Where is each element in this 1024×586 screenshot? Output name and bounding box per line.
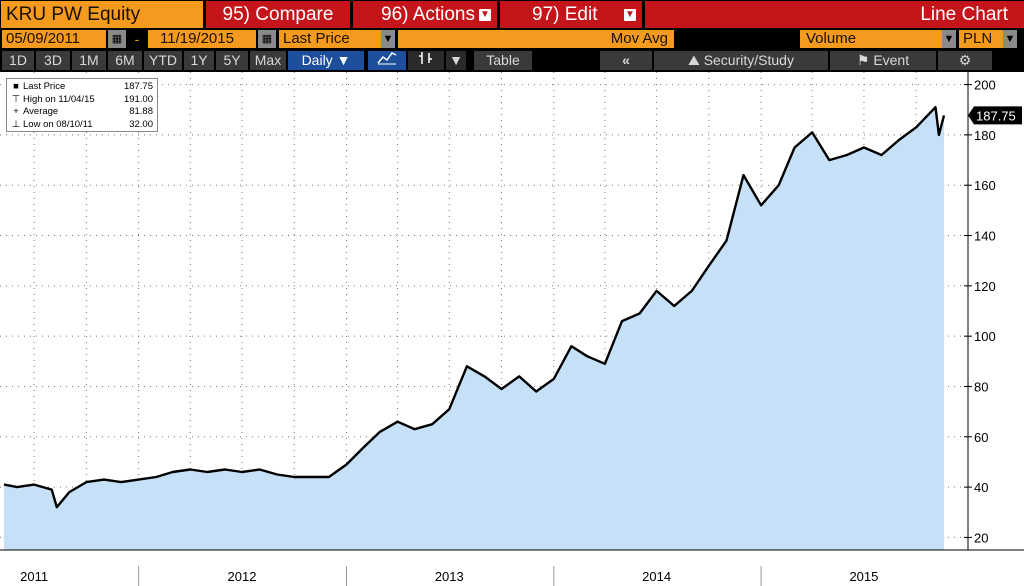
average-marker-icon: +	[13, 106, 19, 117]
period-toolbar: 1D 3D 1M 6M YTD 1Y 5Y Max Daily ▼ ▼ Tabl…	[0, 50, 1024, 71]
last-price-value: 187.75	[976, 108, 1016, 123]
period-6m[interactable]: 6M	[108, 51, 142, 70]
compare-button[interactable]: 95) Compare	[206, 1, 350, 28]
header-bar: KRU PW Equity 95) Compare 96) Actions ▼ …	[0, 0, 1024, 29]
x-tick-label: 2011	[20, 569, 48, 584]
y-tick-label: 180	[974, 128, 996, 143]
badge-shape	[968, 106, 1022, 125]
price-line	[3, 106, 946, 509]
study-icon: ⛰	[688, 52, 704, 68]
x-tick-label: 2012	[228, 569, 257, 584]
period-1d[interactable]: 1D	[2, 51, 34, 70]
end-date-input[interactable]: 11/19/2015	[148, 30, 256, 48]
legend-value: 191.00	[123, 93, 153, 105]
y-tick-label: 20	[974, 530, 988, 545]
caret-down-icon: ▼	[479, 8, 491, 21]
line-chart-type-button[interactable]	[368, 51, 406, 70]
x-tick-label: 2015	[849, 569, 878, 584]
edit-button[interactable]: 97) Edit ▼	[500, 1, 642, 28]
y-tick-label: 200	[974, 78, 996, 93]
y-tick-label: 60	[974, 430, 988, 445]
date-toolbar: 05/09/2011 ▦ - 11/19/2015 ▦ Last Price ▼…	[0, 29, 1024, 49]
ohlc-icon	[419, 52, 432, 64]
high-marker-icon: ⊤	[11, 93, 21, 105]
legend: ■ Last Price 187.75 ⊤ High on 11/04/15 191…	[6, 78, 158, 132]
y-tick-label: 80	[974, 379, 988, 394]
frequency-label: Daily	[301, 52, 333, 68]
legend-name: Last Price	[23, 81, 66, 92]
calendar-icon[interactable]: ▦	[258, 30, 276, 48]
last-price-badge: 187.75	[968, 106, 1022, 125]
chevron-down-icon[interactable]: ▼	[942, 30, 956, 48]
event-label: Event	[873, 52, 910, 68]
period-1m[interactable]: 1M	[72, 51, 106, 70]
field-select[interactable]: Last Price	[279, 30, 381, 48]
event-button[interactable]: ⚑ Event	[830, 51, 936, 70]
back-button[interactable]: «	[600, 51, 652, 70]
date-dash: -	[134, 31, 140, 47]
actions-button[interactable]: 96) Actions ▼	[353, 1, 497, 28]
x-tick-label: 2014	[642, 569, 671, 584]
legend-item: ⊥ Low on 08/10/11 32.00	[11, 119, 153, 132]
settings-button[interactable]: ⚙	[938, 51, 992, 70]
ticker-field[interactable]: KRU PW Equity	[1, 1, 203, 28]
y-axis: 20 40 60 80 100 120 140 160 180 200	[964, 72, 996, 550]
table-button[interactable]: Table	[474, 51, 532, 70]
legend-item: ⊤ High on 11/04/15 191.00	[11, 94, 153, 107]
period-max[interactable]: Max	[250, 51, 286, 70]
period-ytd[interactable]: YTD	[144, 51, 182, 70]
mov-avg-field[interactable]: Mov Avg	[398, 30, 674, 48]
legend-value: 81.88	[129, 106, 153, 117]
y-tick-label: 120	[974, 279, 996, 294]
price-area	[4, 107, 944, 550]
y-tick-label: 40	[974, 480, 988, 495]
chevron-down-icon[interactable]: ▼	[1003, 30, 1017, 48]
x-tick-label: 2013	[435, 569, 464, 584]
mov-avg-value[interactable]	[677, 30, 797, 48]
y-tick-label: 100	[974, 329, 996, 344]
volume-field[interactable]: Volume	[800, 30, 942, 48]
flag-icon: ⚑	[856, 52, 874, 68]
chevron-down-icon[interactable]: ▼	[381, 30, 395, 48]
legend-name: Average	[23, 106, 59, 117]
legend-item: ■ Last Price 187.75	[11, 81, 153, 94]
currency-select[interactable]: PLN	[959, 30, 1003, 48]
legend-name: Low on 08/10/11	[23, 118, 93, 130]
security-study-button[interactable]: ⛰ Security/Study	[654, 51, 828, 70]
caret-down-icon: ▼	[449, 52, 463, 68]
legend-value: 187.75	[123, 81, 153, 92]
low-marker-icon: ⊥	[11, 118, 21, 130]
x-axis: 2011 2012 2013 2014 2015	[0, 549, 1024, 586]
frequency-select[interactable]: Daily ▼	[288, 51, 364, 70]
period-3d[interactable]: 3D	[36, 51, 70, 70]
start-date-input[interactable]: 05/09/2011	[2, 30, 106, 48]
legend-name: High on 11/04/15	[23, 93, 95, 105]
actions-label: 96) Actions	[381, 4, 475, 25]
gear-icon: ⚙	[958, 52, 972, 68]
page-title: Line Chart	[645, 1, 1024, 28]
square-icon: ■	[13, 81, 19, 92]
line-chart-icon	[377, 52, 397, 65]
security-study-label: Security/Study	[703, 52, 794, 68]
y-tick-label: 160	[974, 178, 996, 193]
y-tick-label: 140	[974, 229, 996, 244]
caret-down-icon: ▼	[336, 52, 351, 68]
edit-label: 97) Edit	[532, 4, 598, 25]
period-1y[interactable]: 1Y	[184, 51, 214, 70]
chart-type-dropdown[interactable]: ▼	[446, 51, 466, 70]
period-5y[interactable]: 5Y	[216, 51, 248, 70]
x-axis-bar	[0, 550, 1024, 586]
legend-item: + Average 81.88	[11, 106, 153, 119]
calendar-icon[interactable]: ▦	[108, 30, 126, 48]
caret-down-icon: ▼	[624, 8, 636, 21]
legend-value: 32.00	[129, 118, 153, 130]
bar-chart-type-button[interactable]	[408, 51, 444, 70]
